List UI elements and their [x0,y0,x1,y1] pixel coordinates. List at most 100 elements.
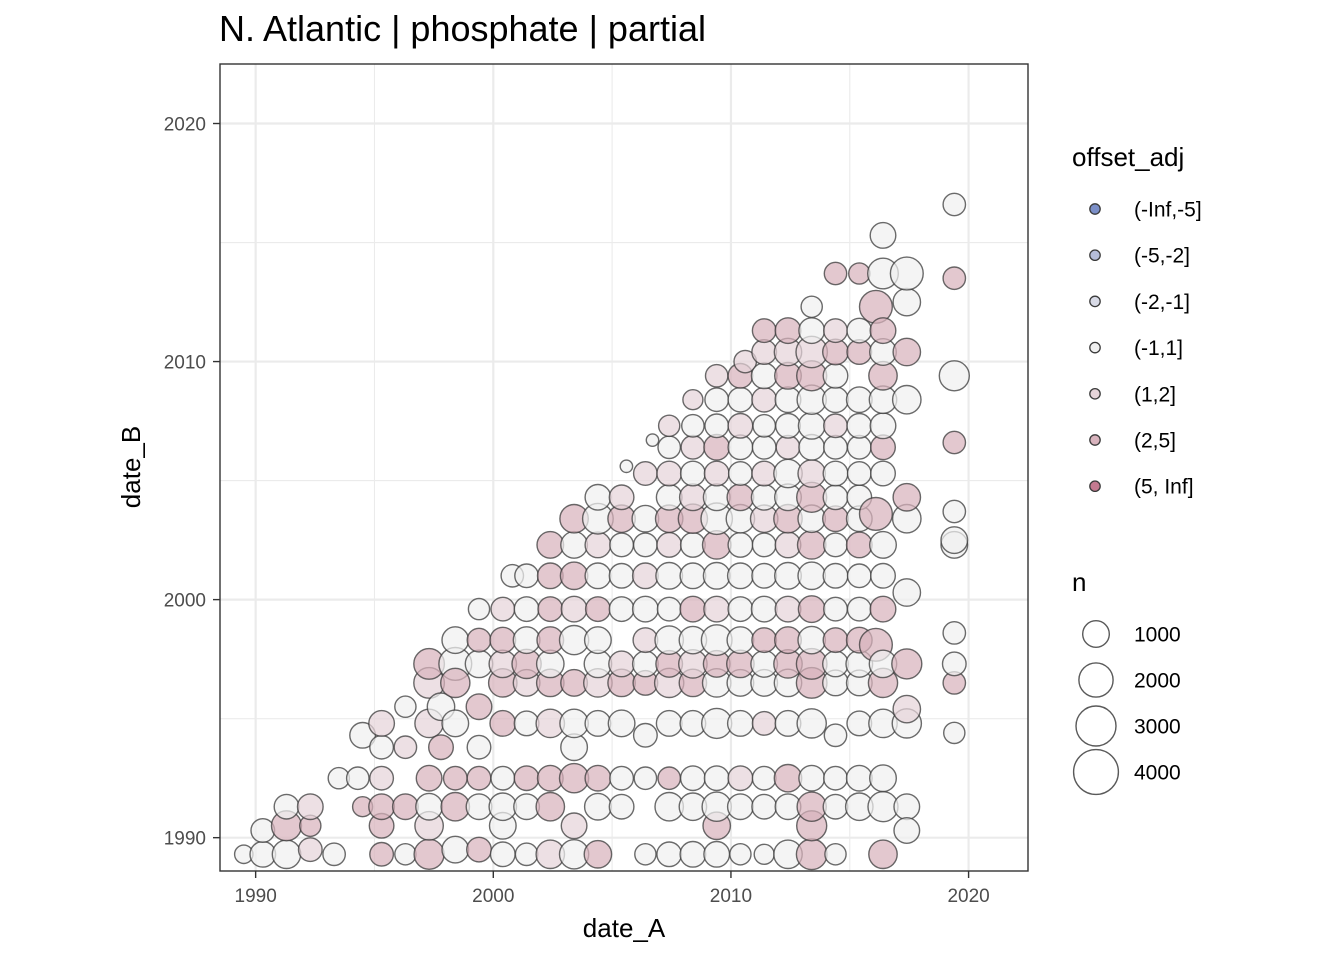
data-point [775,412,802,439]
x-tick-label: 2000 [472,886,514,907]
data-point [727,531,754,558]
data-point [368,709,396,737]
data-point [536,562,564,590]
data-point [773,763,803,793]
data-point [822,562,849,589]
data-point [893,817,921,845]
data-point [488,792,518,822]
data-point [489,709,517,737]
data-point [726,483,755,512]
x-tick-label: 2010 [710,886,752,907]
size-legend-label: 2000 [1134,670,1181,693]
data-point [441,626,470,655]
y-tick-label: 2010 [164,353,206,374]
data-point [465,793,493,821]
data-point [645,433,660,447]
data-point [750,483,778,511]
data-point [823,261,848,286]
data-point [750,362,778,390]
data-point [892,482,922,512]
data-point [609,532,635,558]
color-legend-key [1089,480,1101,493]
size-legend-label: 3000 [1134,716,1181,739]
data-point [560,812,588,840]
data-point [415,764,443,792]
data-point [822,460,849,487]
data-point [536,530,565,559]
data-point [892,337,922,367]
data-point [796,791,828,823]
data-point [608,793,635,820]
data-point [822,386,850,414]
data-point [584,596,611,623]
data-point [608,650,636,678]
data-point [369,765,395,791]
data-point [584,531,612,559]
data-point [631,650,659,678]
data-point [868,839,898,870]
data-point [466,627,492,653]
color-legend-label: (-1,1] [1134,337,1183,360]
data-point [681,413,705,438]
data-point [797,625,827,655]
data-point [632,627,659,654]
data-point [513,765,540,792]
data-point [415,792,444,821]
data-point [893,793,921,821]
data-point [797,411,826,440]
size-legend-key [1078,662,1114,698]
data-point [512,626,541,655]
color-legend-label: (-5,-2] [1134,245,1190,268]
y-tick-label: 2020 [164,115,206,136]
data-point [608,562,635,589]
data-point [727,461,753,487]
data-point [751,386,778,413]
data-point [750,595,778,623]
data-point [489,841,516,868]
data-point [823,413,849,439]
data-point [679,562,707,590]
data-point [535,649,565,679]
data-point [619,459,634,474]
data-point [823,318,849,344]
data-point [823,765,849,791]
data-point [822,362,849,389]
color-legend-key [1089,434,1101,446]
data-point [703,433,731,461]
data-point [413,838,445,870]
data-point [466,734,492,760]
y-axis-title: date_B [116,426,146,508]
data-point [823,723,848,748]
data-point [634,843,657,866]
data-point [704,363,729,388]
data-point [775,434,801,460]
color-legend-key [1089,203,1101,215]
data-point [633,766,658,791]
data-point [798,317,826,345]
data-point [466,836,493,863]
data-point [703,460,730,487]
data-point [583,792,612,821]
data-point [489,626,517,654]
data-point [322,842,346,867]
data-point [751,318,777,344]
data-point [822,650,850,678]
data-point [823,532,849,558]
data-point [942,266,967,291]
data-point [393,735,418,760]
color-legend-label: (5, Inf] [1134,476,1194,499]
data-point [537,596,564,623]
data-point [869,764,898,793]
data-point [273,793,300,820]
data-point [608,484,635,511]
data-point [679,531,706,558]
data-point [466,765,492,791]
data-point [753,843,775,865]
data-point [774,595,802,623]
data-point [632,722,658,748]
data-point [824,843,847,866]
data-point [345,766,370,791]
data-point [822,793,849,820]
data-point [845,386,873,414]
data-point [892,287,922,317]
